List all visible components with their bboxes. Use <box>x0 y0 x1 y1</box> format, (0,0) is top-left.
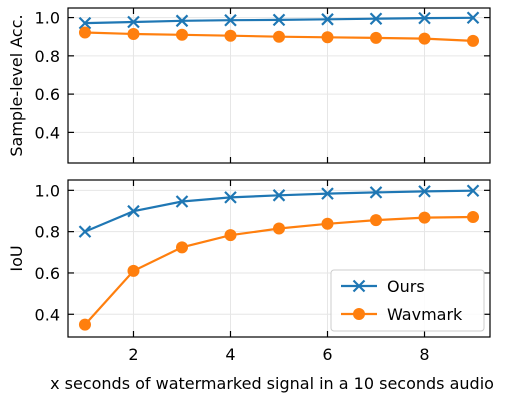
y-axis-label: Sample-level Acc. <box>7 14 26 156</box>
data-point-ours <box>321 13 334 26</box>
x-axis-label: x seconds of watermarked signal in a 10 … <box>50 374 494 393</box>
data-point-wavmark <box>273 222 285 235</box>
x-tick-label: 6 <box>322 345 332 364</box>
y-tick-label: 0.4 <box>35 305 60 324</box>
x-tick-label: 8 <box>419 345 429 364</box>
data-point-ours <box>321 187 334 200</box>
data-point-wavmark <box>127 264 140 277</box>
data-point-ours <box>466 11 480 25</box>
data-point-wavmark <box>78 26 91 39</box>
legend: Ours Wavmark <box>330 269 485 332</box>
y-tick-label: 0.8 <box>35 47 60 66</box>
data-point-wavmark <box>224 29 237 42</box>
x-tick-label: 4 <box>225 345 235 364</box>
data-point-wavmark <box>370 214 383 227</box>
y-axis-label: IoU <box>7 245 26 271</box>
y-tick-label: 0.4 <box>35 123 60 142</box>
data-point-wavmark <box>370 31 383 44</box>
data-point-ours <box>175 195 189 208</box>
series-wavmark <box>78 210 480 331</box>
legend-entry-wavmark: Wavmark <box>341 305 463 324</box>
data-point-wavmark <box>467 34 480 47</box>
data-point-ours <box>466 184 480 198</box>
data-point-wavmark <box>273 30 285 43</box>
legend-circle-marker <box>353 308 365 320</box>
legend-x-marker <box>352 279 366 293</box>
data-point-ours <box>369 12 383 25</box>
data-point-ours <box>78 16 92 30</box>
y-tick-label: 1.0 <box>35 181 60 200</box>
data-point-wavmark <box>78 318 91 331</box>
y-tick-label: 0.6 <box>35 264 60 283</box>
legend-label-ours: Ours <box>387 277 425 296</box>
data-point-ours <box>418 185 431 198</box>
data-point-ours <box>369 186 383 199</box>
data-point-ours <box>418 11 431 25</box>
y-tick-label: 1.0 <box>35 9 60 28</box>
data-point-wavmark <box>418 211 431 224</box>
x-tick-label: 2 <box>128 345 138 364</box>
data-point-wavmark <box>175 241 188 254</box>
y-tick-label: 0.8 <box>35 223 60 242</box>
data-point-wavmark <box>321 217 334 230</box>
data-point-wavmark <box>467 210 480 223</box>
data-point-ours <box>127 204 140 218</box>
data-point-ours <box>127 15 140 29</box>
data-point-ours <box>175 14 189 28</box>
y-tick-label: 0.6 <box>35 85 60 104</box>
legend-entry-ours: Ours <box>341 277 425 296</box>
data-point-wavmark <box>127 28 140 41</box>
series-wavmark <box>78 26 480 47</box>
data-point-ours <box>224 191 237 204</box>
data-point-ours <box>272 189 286 202</box>
legend-label-wavmark: Wavmark <box>387 305 463 324</box>
data-point-wavmark <box>224 229 237 242</box>
data-point-ours <box>224 13 237 27</box>
series-ours <box>78 11 480 30</box>
data-point-wavmark <box>175 28 188 41</box>
data-point-ours <box>78 225 92 238</box>
panel-sample-level-acc: 0.4 0.6 0.8 1.0 Sample-level Acc. <box>7 7 491 164</box>
axes-frame <box>67 7 491 164</box>
data-point-ours <box>272 13 286 27</box>
data-point-wavmark <box>321 31 334 44</box>
data-point-wavmark <box>418 32 431 45</box>
series-ours <box>78 184 480 238</box>
panel-iou: 0.4 0.6 0.8 1.0 2 4 6 8 IoU x seconds of waterm… <box>7 179 494 393</box>
axes-frame <box>67 179 491 338</box>
